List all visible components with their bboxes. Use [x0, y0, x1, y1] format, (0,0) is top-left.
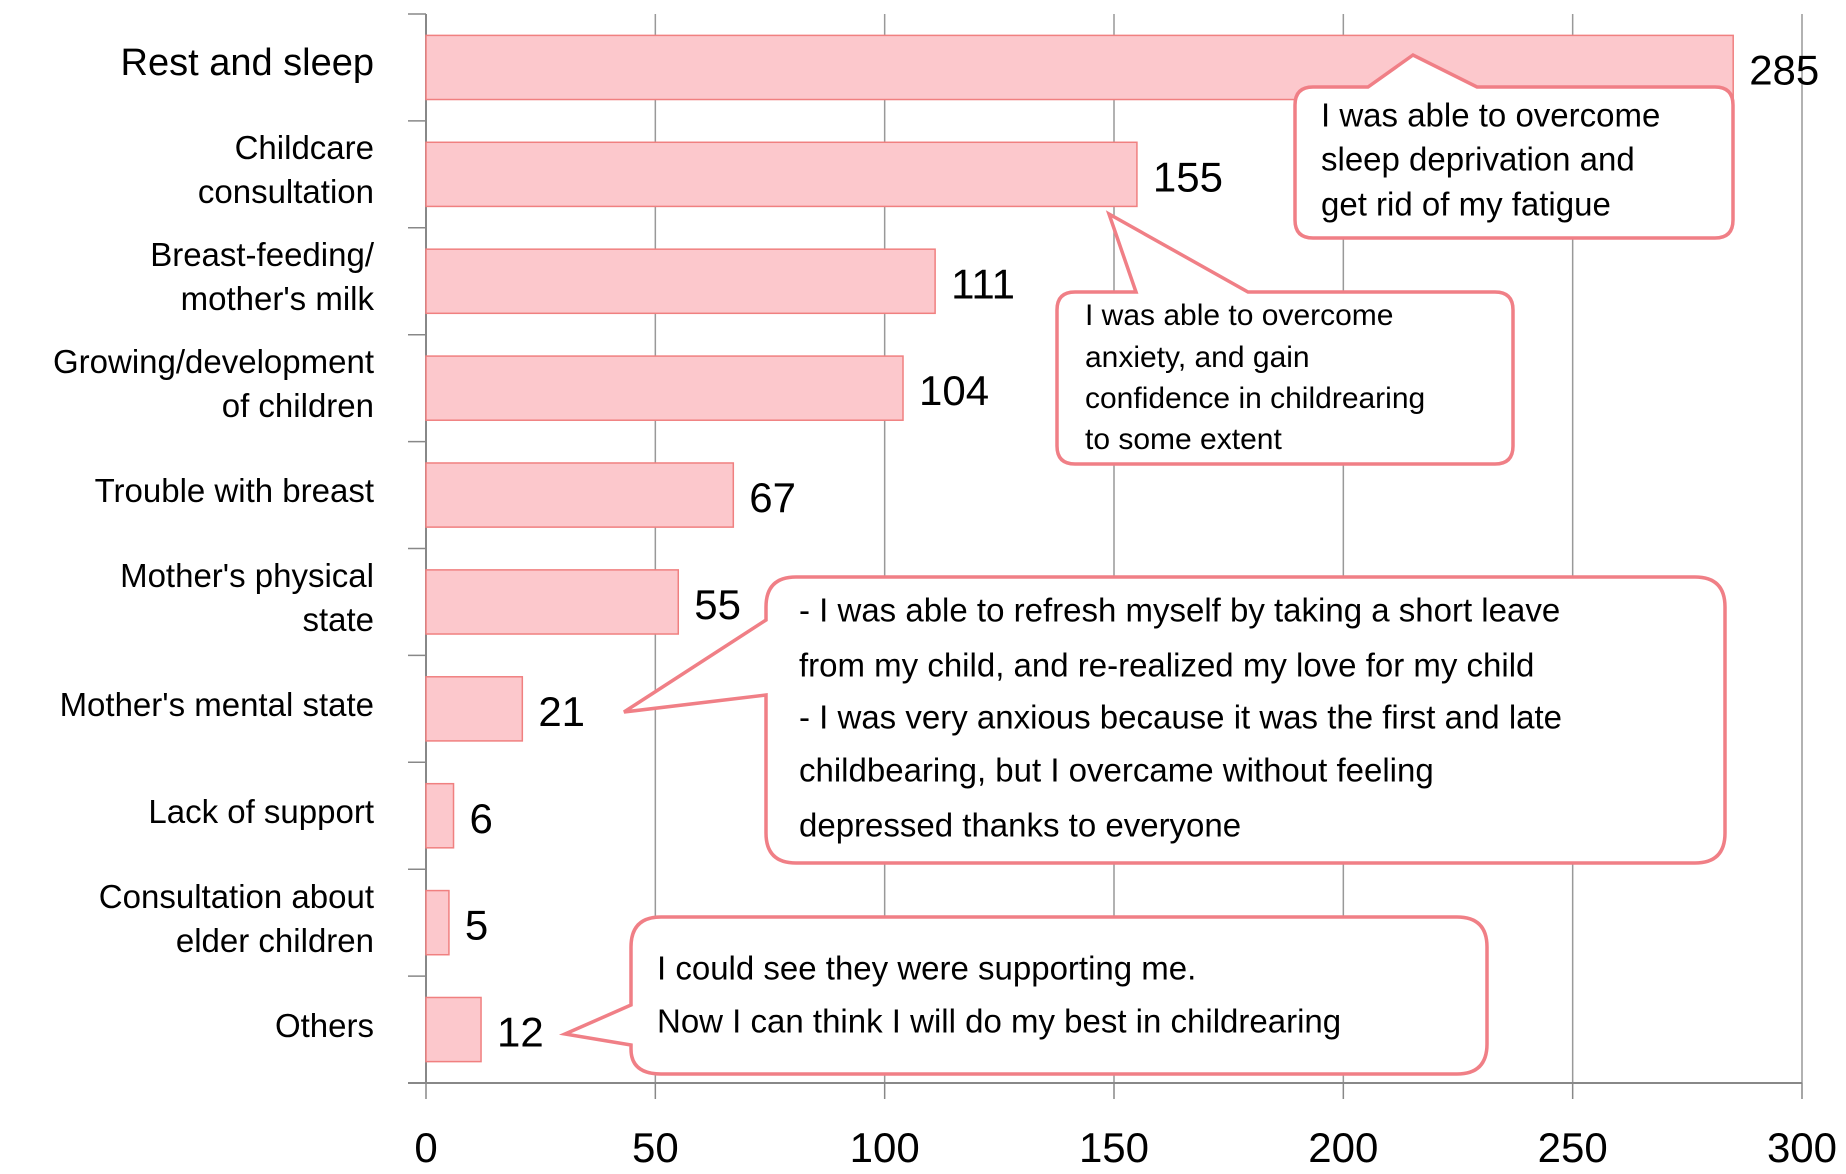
x-tick-label: 300 [1767, 1124, 1837, 1171]
value-label: 67 [749, 474, 796, 521]
annotation-line: Now I can think I will do my best in chi… [657, 1003, 1341, 1040]
callouts [558, 52, 1735, 1076]
annotation-line: I was able to overcome [1321, 97, 1660, 134]
annotation-line: confidence in childrearing [1085, 382, 1425, 415]
annotation-line: childbearing, but I overcame without fee… [799, 752, 1434, 789]
bar [425, 996, 482, 1063]
annotation-line: - I was very anxious because it was the … [799, 699, 1562, 736]
category-label: Consultation about elder children [98, 877, 374, 959]
value-label: 5 [465, 902, 488, 949]
x-tick-label: 150 [1079, 1124, 1149, 1171]
annotation-line: anxiety, and gain [1085, 341, 1310, 374]
value-label: 12 [497, 1009, 544, 1056]
x-tick-label: 0 [414, 1124, 437, 1171]
category-label: Lack of support [148, 792, 374, 830]
category-label: Others [274, 1006, 374, 1044]
category-label: Trouble with breast [94, 472, 374, 510]
annotation-line: - I was able to refresh myself by taking… [799, 592, 1560, 629]
callout-texts: I was able to overcome sleep deprivation … [657, 97, 1660, 1040]
category-label: Mother's physical state [120, 556, 374, 638]
category-label: Mother's mental state [59, 685, 374, 723]
x-tick-label: 200 [1308, 1124, 1378, 1171]
value-label: 104 [919, 367, 989, 414]
value-label: 21 [538, 688, 585, 735]
annotation-line: sleep deprivation and [1321, 141, 1635, 178]
callout-box [1055, 210, 1515, 466]
value-label: 285 [1749, 47, 1819, 94]
bar [425, 782, 455, 849]
bar [425, 248, 936, 315]
value-label: 155 [1153, 153, 1223, 200]
bar [425, 889, 450, 956]
value-label: 111 [951, 260, 1015, 307]
bar [425, 569, 680, 635]
bar [425, 676, 524, 742]
annotation-line: I could see they were supporting me. [657, 950, 1196, 987]
bar [425, 462, 735, 528]
x-tick-label: 250 [1538, 1124, 1608, 1171]
category-label: Rest and sleep [120, 42, 375, 85]
annotation-line: get rid of my fatigue [1321, 186, 1611, 223]
x-tick-label: 50 [632, 1124, 679, 1171]
category-label: Breast-feeding/ mother's milk [150, 236, 374, 318]
x-tick-label: 100 [850, 1124, 920, 1171]
bar [425, 355, 904, 421]
annotation-line: depressed thanks to everyone [799, 807, 1241, 844]
annotation-line: I was able to overcome [1085, 299, 1393, 332]
bars: 285 155 111 104 67 55 21 6 5 12 [425, 34, 1819, 1063]
annotation-line: to some extent [1085, 423, 1282, 456]
value-label: 6 [470, 795, 493, 842]
annotation-line: from my child, and re-realized my love f… [799, 647, 1534, 684]
value-label: 55 [694, 581, 741, 628]
bar [425, 141, 1138, 208]
callout-box [623, 575, 1727, 865]
callout-box [558, 915, 1489, 1076]
category-label: Growing/development of children [52, 343, 374, 425]
callout-box [1293, 52, 1735, 240]
category-label: Childcare consultation [197, 129, 374, 211]
